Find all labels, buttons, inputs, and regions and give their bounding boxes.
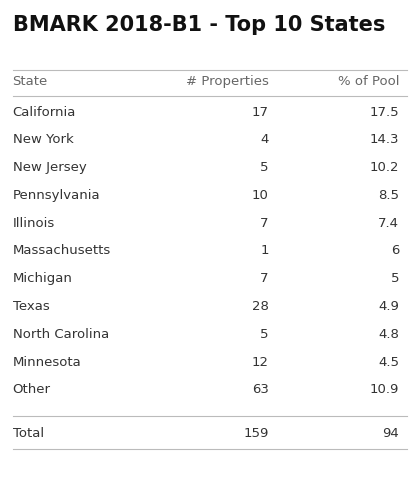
Text: 5: 5 xyxy=(260,328,269,341)
Text: 5: 5 xyxy=(260,161,269,174)
Text: 7.4: 7.4 xyxy=(378,217,399,230)
Text: 10.2: 10.2 xyxy=(370,161,399,174)
Text: North Carolina: North Carolina xyxy=(13,328,109,341)
Text: Massachusetts: Massachusetts xyxy=(13,244,111,258)
Text: 4.5: 4.5 xyxy=(378,356,399,369)
Text: 63: 63 xyxy=(252,383,269,396)
Text: 7: 7 xyxy=(260,272,269,285)
Text: 1: 1 xyxy=(260,244,269,258)
Text: 28: 28 xyxy=(252,300,269,313)
Text: Texas: Texas xyxy=(13,300,50,313)
Text: 10: 10 xyxy=(252,189,269,202)
Text: # Properties: # Properties xyxy=(186,75,269,89)
Text: 17: 17 xyxy=(252,106,269,119)
Text: 5: 5 xyxy=(391,272,399,285)
Text: 94: 94 xyxy=(382,427,399,440)
Text: Other: Other xyxy=(13,383,50,396)
Text: 7: 7 xyxy=(260,217,269,230)
Text: 4.9: 4.9 xyxy=(378,300,399,313)
Text: 159: 159 xyxy=(244,427,269,440)
Text: 4: 4 xyxy=(260,133,269,147)
Text: % of Pool: % of Pool xyxy=(338,75,399,89)
Text: New Jersey: New Jersey xyxy=(13,161,87,174)
Text: BMARK 2018-B1 - Top 10 States: BMARK 2018-B1 - Top 10 States xyxy=(13,15,385,35)
Text: State: State xyxy=(13,75,48,89)
Text: 4.8: 4.8 xyxy=(378,328,399,341)
Text: California: California xyxy=(13,106,76,119)
Text: Total: Total xyxy=(13,427,44,440)
Text: Minnesota: Minnesota xyxy=(13,356,81,369)
Text: 12: 12 xyxy=(252,356,269,369)
Text: Michigan: Michigan xyxy=(13,272,73,285)
Text: Illinois: Illinois xyxy=(13,217,55,230)
Text: 10.9: 10.9 xyxy=(370,383,399,396)
Text: 8.5: 8.5 xyxy=(378,189,399,202)
Text: 6: 6 xyxy=(391,244,399,258)
Text: Pennsylvania: Pennsylvania xyxy=(13,189,100,202)
Text: 14.3: 14.3 xyxy=(370,133,399,147)
Text: 17.5: 17.5 xyxy=(369,106,399,119)
Text: New York: New York xyxy=(13,133,74,147)
